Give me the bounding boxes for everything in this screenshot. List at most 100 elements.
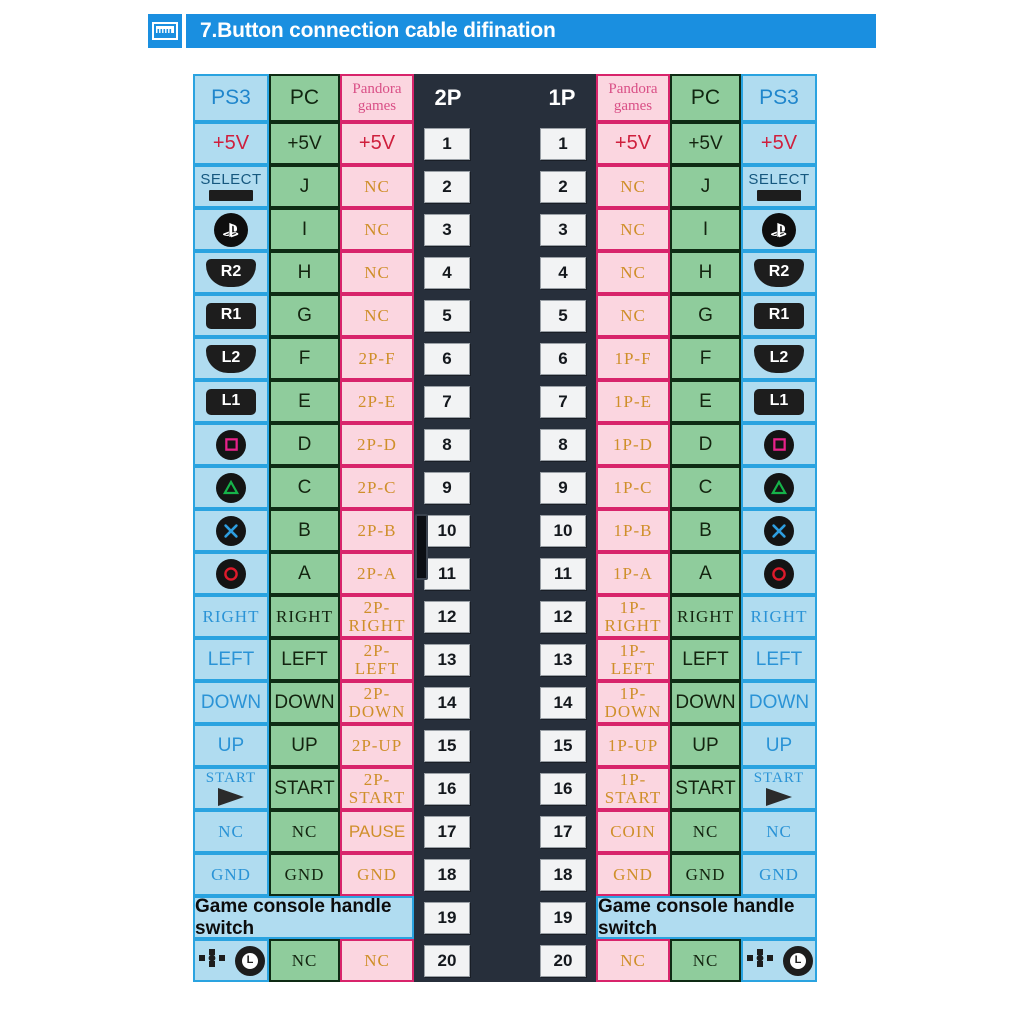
cell-pandora-1p-pin-20: NC	[596, 939, 670, 982]
cell-pandora-2p-pin-2: NC	[340, 165, 414, 208]
cell-ps3-left-pin-3	[193, 208, 269, 251]
ps3-cell-text: RIGHT	[750, 606, 808, 626]
pc-cell-text: I	[301, 218, 308, 240]
pc-cell-text: B	[298, 519, 311, 541]
pin-chip: 19	[424, 901, 470, 934]
pc-cell-text: UP	[291, 734, 318, 756]
dpad-icon	[197, 947, 227, 974]
ps3-glyph-pslogo	[743, 210, 815, 249]
ps3-glyph-start: START	[743, 769, 815, 808]
pc-cell-text: F	[699, 347, 712, 369]
pc-cell-text: NC	[291, 950, 318, 970]
column-header-pc-left: PC	[269, 74, 340, 122]
banner-divider	[182, 14, 186, 48]
shoulder-button-icon: L2	[754, 344, 804, 373]
pc-cell-text: NC	[692, 821, 719, 841]
pin-chip: 12	[424, 600, 470, 633]
cell-ps3-left-pin-8	[193, 423, 269, 466]
pc-cell-text: B	[699, 519, 712, 541]
cell-ps3-left-pin-7: L1	[193, 380, 269, 423]
pandora-1p-cell-text: 1P-E	[614, 391, 652, 411]
ps3-glyph-text: UP	[743, 726, 815, 765]
ps3-cell-text: LEFT	[207, 648, 255, 670]
cell-pc-left-pin-13: LEFT	[269, 638, 340, 681]
pandora-2p-cell-text: 2P- RIGHT	[348, 597, 406, 635]
ps3-glyph-shoulder: R2	[743, 253, 815, 292]
cell-pc-right-pin-4: H	[670, 251, 741, 294]
pin-chip: 16	[540, 772, 586, 805]
cell-pandora-2p-pin-11: 2P-A	[340, 552, 414, 595]
cell-ps3-left-pin-4: R2	[193, 251, 269, 294]
pandora-1p-cell-text: +5V	[614, 132, 652, 154]
pin-chip: 1	[540, 127, 586, 160]
pin-chip: 4	[540, 256, 586, 289]
pin-chip: 8	[424, 428, 470, 461]
pandora-2p-cell-text: NC	[364, 176, 390, 196]
pin-chip: 18	[540, 858, 586, 891]
pin-chip: 20	[540, 944, 586, 977]
pin-chip: 15	[540, 729, 586, 762]
ps3-glyph-text: LEFT	[195, 640, 267, 679]
cell-ps3-left-pin-18: GND	[193, 853, 269, 896]
pandora-2p-cell-text: NC	[364, 219, 390, 239]
ps3-glyph-serif: RIGHT	[195, 597, 267, 636]
cell-pc-left-pin-17: NC	[269, 810, 340, 853]
l-button-icon: L	[783, 945, 813, 976]
dpad-and-l-button-icon: L	[745, 945, 813, 976]
cell-pc-left-pin-6: F	[269, 337, 340, 380]
column-header-1p: 1P	[548, 85, 576, 111]
cell-pandora-2p-pin-7: 2P-E	[340, 380, 414, 423]
pin-chip: 6	[424, 342, 470, 375]
cell-pin-numbers-11: 11 11	[414, 552, 596, 595]
pc-cell-text: LEFT	[281, 648, 328, 670]
bumper-button-icon: R1	[206, 302, 256, 329]
cell-pc-left-pin-12: RIGHT	[269, 595, 340, 638]
pc-cell-text: +5V	[688, 132, 723, 154]
pin-chip: 11	[424, 557, 470, 590]
ps3-cell-text: GND	[211, 864, 251, 884]
ps3-glyph-cross	[195, 511, 267, 550]
cell-pc-right-pin-20: NC	[670, 939, 741, 982]
ps3-glyph-rect: L1	[195, 382, 267, 421]
playstation-logo-icon	[214, 212, 248, 247]
cell-ps3-left-pin-1: +5V	[193, 122, 269, 165]
l-button-icon: L	[235, 945, 265, 976]
pin-chip: 18	[424, 858, 470, 891]
ps3-glyph-triangle	[743, 468, 815, 507]
select-label: SELECT	[748, 171, 810, 189]
cell-pandora-1p-pin-4: NC	[596, 251, 670, 294]
square-button-icon	[216, 429, 246, 460]
cell-pandora-1p-pin-18: GND	[596, 853, 670, 896]
cell-pandora-2p-pin-14: 2P- DOWN	[340, 681, 414, 724]
ps3-cell-text: LEFT	[755, 648, 803, 670]
ps3-glyph-square	[743, 425, 815, 464]
section-banner: 7.Button connection cable difination	[148, 14, 876, 48]
pin-chip: 17	[540, 815, 586, 848]
pc-cell-text: A	[298, 562, 311, 584]
pc-cell-text: DOWN	[675, 691, 736, 713]
ps3-glyph-start: START	[195, 769, 267, 808]
pin-chip: 10	[424, 514, 470, 547]
column-header-pandora-games-right: Pandora games	[596, 74, 670, 122]
pandora-2p-cell-text: 2P- DOWN	[348, 683, 406, 721]
cell-pandora-2p-pin-10: 2P-B	[340, 509, 414, 552]
ps3-glyph-cross	[743, 511, 815, 550]
pandora-2p-cell-text: GND	[357, 864, 397, 884]
pc-cell-text: LEFT	[682, 648, 729, 670]
cell-pandora-1p-pin-15: 1P-UP	[596, 724, 670, 767]
pc-cell-text: G	[297, 304, 312, 326]
cell-pc-right-pin-2: J	[670, 165, 741, 208]
cell-ps3-left-pin-14: DOWN	[193, 681, 269, 724]
pc-cell-text: UP	[692, 734, 719, 756]
cell-pandora-1p-pin-9: 1P-C	[596, 466, 670, 509]
cell-pc-right-pin-1: +5V	[670, 122, 741, 165]
cell-pandora-2p-pin-13: 2P- LEFT	[340, 638, 414, 681]
ps3-glyph-select: SELECT	[743, 167, 815, 206]
pandora-1p-cell-text: 1P-B	[613, 520, 653, 540]
cell-pin-numbers-16: 16 16	[414, 767, 596, 810]
cell-pandora-2p-pin-8: 2P-D	[340, 423, 414, 466]
pandora-1p-cell-text: NC	[620, 950, 646, 970]
cell-pandora-1p-pin-5: NC	[596, 294, 670, 337]
pinout-grid: PS3 PC Pandora games 2P 1P Pandora games PC PS3 +5…	[193, 74, 827, 982]
